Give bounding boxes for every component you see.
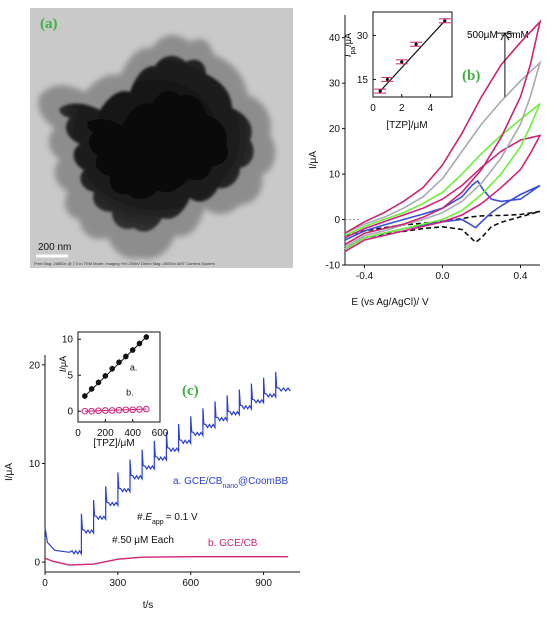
cv-series-5-curve (344, 19, 542, 246)
amp-inset-a-point (143, 334, 150, 340)
panel-label-a: (a) (40, 16, 58, 32)
amp-x-tick-label: 0 (42, 578, 48, 589)
amp-x-tick-label: 900 (255, 578, 272, 589)
amp-series-a-curve (44, 371, 291, 556)
panel-b-inset: [TZP]/μM Ipa/μA 0 2 4 15 30 (343, 11, 453, 131)
amp-inset-y-label: I/μA (58, 356, 68, 372)
cv-series-4-curve (344, 60, 542, 248)
amp-inset-a-point (102, 373, 109, 379)
tem-particle-dense (87, 90, 229, 199)
amp-inset-series-b-label: b. (126, 387, 134, 397)
cv-inset-y-tick-label: 15 (357, 75, 369, 86)
cv-inset-frame (372, 11, 453, 98)
amp-step-annotation: #.50 μM Each (112, 535, 174, 546)
cv-inset-point (400, 60, 404, 64)
cv-y-tick-label: 0 (334, 215, 340, 226)
cv-inset-point (443, 19, 447, 23)
amp-inset-a-point (136, 340, 143, 347)
cv-y-tick-label: 20 (329, 124, 341, 135)
cv-series-2-curve (344, 134, 542, 253)
tem-footer-text: Print Mag: 26800x @ 7.0 in TEM Mode: Ima… (34, 261, 215, 266)
amp-eapp-annotation: #.Eapp = 0.1 V (137, 512, 198, 526)
amp-inset-a-point (123, 353, 129, 360)
amp-y-tick-label: 10 (29, 459, 41, 470)
cv-inset-point (414, 42, 418, 46)
amp-inset-y-tick-label: 5 (67, 371, 73, 382)
amp-inset-b-point (129, 406, 136, 414)
cv-series-3-curve (344, 102, 541, 250)
panel-a: 200 nm Print Mag: 26800x @ 7.0 in TEM Mo… (30, 8, 293, 268)
panel-c-amperometry-chart: (c) t/s I/μA a. GCE/CBnano@CoomBB #.Eapp… (4, 355, 300, 611)
cv-inset-x-tick-label: 0 (370, 103, 376, 114)
amp-inset-b-point (81, 407, 89, 415)
amp-inset-a-point (95, 379, 102, 386)
cv-inset-fit-line (379, 20, 446, 92)
cv-series-1-curve (344, 179, 541, 250)
cv-inset-x-label: [TZP]/μM (386, 120, 427, 131)
panel-label-c: (c) (182, 383, 199, 399)
cv-y-tick-label: -10 (326, 261, 341, 272)
cv-inset-point (378, 89, 382, 93)
amp-inset-a-point (129, 347, 136, 353)
amp-inset-a-point (82, 393, 88, 399)
cv-inset-x-tick-label: 2 (399, 103, 405, 114)
amp-inset-b-point (143, 405, 150, 413)
amp-inset-fit-a (84, 336, 147, 397)
amp-inset-x-tick-label: 0 (75, 428, 81, 439)
amp-series-a-label: a. GCE/CBnano@CoomBB (173, 476, 289, 490)
amp-inset-x-tick-label: 400 (124, 428, 141, 439)
cv-inset-y-label: Ipa/μA (343, 33, 357, 57)
cv-inset-y-tick-label: 30 (357, 31, 369, 42)
cv-inset-x-tick-label: 4 (428, 103, 434, 114)
cv-y-tick-label: 40 (329, 33, 341, 44)
amp-y-tick-label: 20 (29, 360, 41, 371)
amp-inset-b-point (115, 406, 123, 414)
amp-inset-a-point (88, 386, 95, 392)
amp-x-axis-label: t/s (143, 600, 154, 611)
amp-inset-b-point (122, 406, 130, 414)
amp-inset-fit-b (84, 408, 147, 412)
amp-inset-a-point (109, 365, 115, 372)
amp-x-tick-label: 300 (110, 578, 127, 589)
amp-x-tick-label: 600 (182, 578, 199, 589)
cv-y-tick-label: 30 (329, 79, 341, 90)
amp-y-axis-label: I/μA (4, 463, 15, 481)
amp-inset-a-point (116, 359, 122, 366)
amp-inset-b-point (136, 406, 143, 413)
panel-label-b: (b) (462, 68, 480, 84)
amp-inset-b-point (108, 407, 116, 414)
amp-inset-y-tick-label: 0 (67, 407, 73, 418)
cv-y-axis-label: I/μA (308, 151, 319, 169)
cv-x-tick-label: 0.4 (514, 271, 528, 282)
cv-inset-point (385, 77, 389, 82)
amp-series-b-label: b. GCE/CB (208, 538, 258, 549)
amp-series-b-curve (44, 556, 288, 566)
amp-inset-b-point (95, 407, 102, 415)
amp-y-tick-label: 0 (34, 558, 40, 569)
amp-inset-series-a-label: a. (130, 362, 138, 372)
amp-inset-y-tick-label: 10 (62, 335, 74, 346)
panel-b-cv-chart: (b) E (vs Ag/AgCl)/ V I/μA 500μM - 5mM -… (308, 15, 542, 308)
amp-inset-b-point (88, 407, 95, 415)
panel-c-inset: [TPZ]/μM I/μA 0 200 400 600 0 5 10 a. b. (58, 331, 169, 449)
amp-inset-x-tick-label: 200 (97, 428, 114, 439)
cv-x-tick-label: 0.0 (436, 271, 450, 282)
cv-annotation-range: 500μM - 5mM (467, 30, 529, 41)
cv-x-axis-label: E (vs Ag/AgCl)/ V (351, 297, 429, 308)
amp-inset-b-point (102, 407, 109, 414)
cv-y-tick-label: 10 (329, 170, 341, 181)
amp-inset-x-label: [TPZ]/μM (93, 438, 134, 449)
scale-bar-label: 200 nm (38, 242, 71, 253)
amp-inset-x-tick-label: 600 (152, 428, 169, 439)
cv-x-tick-label: -0.4 (356, 271, 374, 282)
